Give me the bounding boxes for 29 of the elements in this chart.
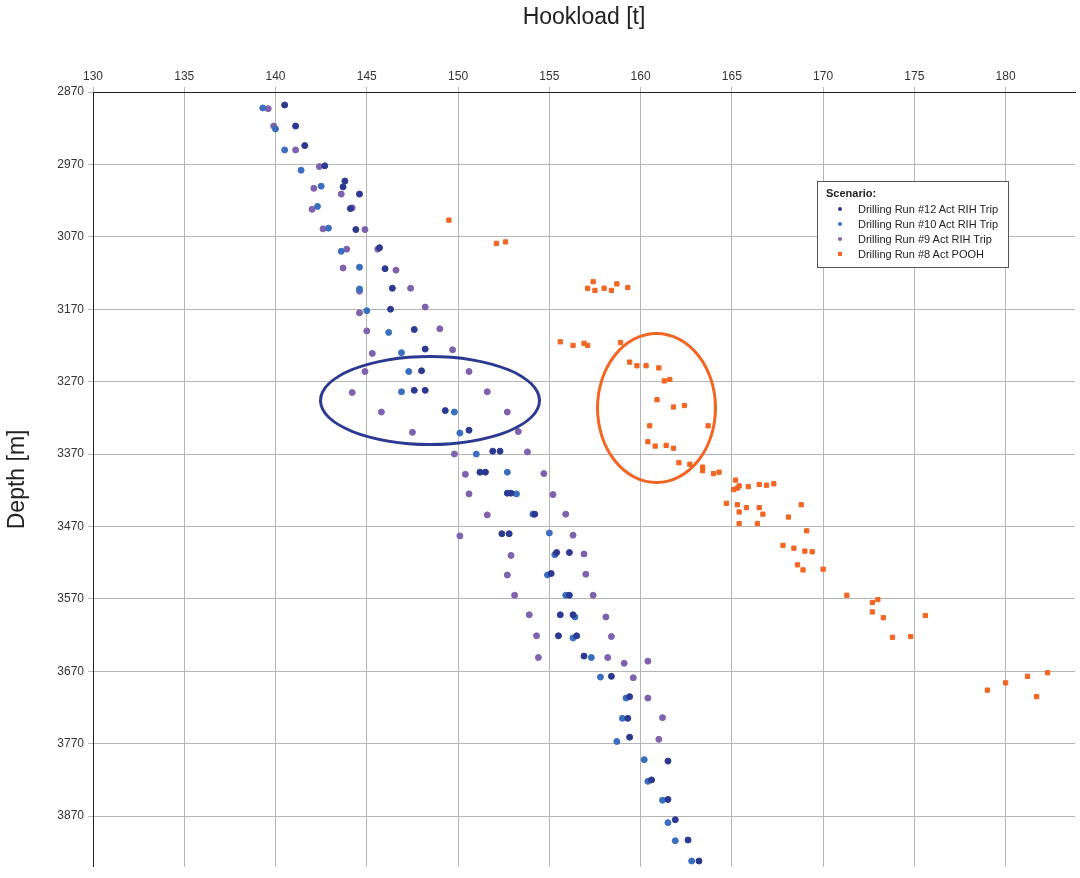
- x-tick-label: 175: [904, 69, 925, 84]
- y-tick-label: 3270: [57, 373, 85, 388]
- x-tick-label: 155: [539, 69, 560, 84]
- y-tick-label: 3470: [57, 518, 85, 533]
- y-tick-label: 3870: [57, 808, 85, 823]
- x-tick-label: 135: [174, 69, 195, 84]
- y-tick-label: 3670: [57, 663, 85, 678]
- x-tick-label: 160: [630, 69, 651, 84]
- x-tick-label: 130: [82, 69, 104, 84]
- y-axis-title: Depth [m]: [3, 429, 30, 530]
- x-tick-label: 165: [721, 69, 743, 84]
- legend-label: Drilling Run #10 Act RIH Trip: [858, 217, 998, 230]
- y-tick-label: 3070: [57, 229, 85, 244]
- x-tick-label: 140: [265, 69, 286, 84]
- x-tick-label: 150: [448, 69, 469, 84]
- x-axis-title: Hookload [t]: [522, 3, 646, 30]
- y-tick-label: 3570: [57, 591, 85, 606]
- legend-label: Drilling Run #12 Act RIH Trip: [858, 202, 998, 215]
- legend-label: Drilling Run #8 Act POOH: [858, 247, 984, 260]
- x-tick-label: 145: [356, 69, 378, 84]
- y-tick-label: 3770: [57, 736, 85, 751]
- x-tick-label: 170: [813, 69, 834, 84]
- y-tick-label: 3170: [57, 301, 85, 316]
- y-tick-label: 3370: [57, 446, 85, 461]
- y-tick-label: 2870: [57, 84, 85, 99]
- y-tick-label: 2970: [57, 156, 85, 171]
- legend-title: Scenario:: [826, 187, 878, 199]
- legend-label: Drilling Run #9 Act RIH Trip: [858, 232, 992, 245]
- x-tick-label: 180: [995, 69, 1016, 84]
